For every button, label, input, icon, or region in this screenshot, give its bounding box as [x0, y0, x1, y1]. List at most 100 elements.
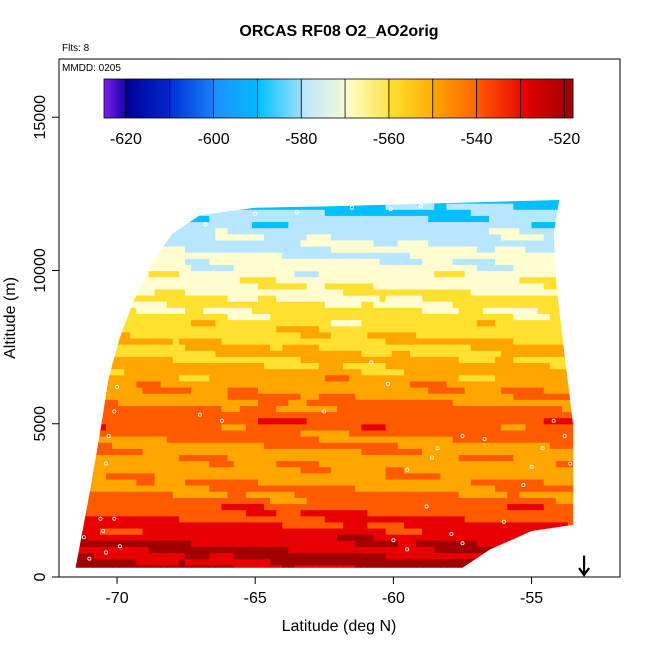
- field-cell: [209, 472, 217, 480]
- field-cell: [434, 203, 441, 210]
- field-cell: [105, 509, 113, 517]
- field-cell: [318, 497, 326, 505]
- field-cell: [276, 301, 283, 308]
- field-cell: [330, 429, 338, 437]
- field-cell: [482, 221, 490, 229]
- field-cell: [555, 466, 563, 474]
- field-cell: [233, 540, 241, 547]
- field-cell: [458, 276, 466, 284]
- field-cell: [306, 270, 314, 278]
- field-cell: [215, 221, 223, 229]
- field-cell: [172, 203, 180, 210]
- field-cell: [197, 546, 204, 554]
- field-cell: [203, 466, 210, 474]
- field-cell: [136, 200, 144, 204]
- field-cell: [288, 399, 296, 406]
- field-cell: [306, 307, 314, 314]
- field-cell: [154, 264, 162, 272]
- field-cell: [397, 521, 405, 529]
- field-cell: [458, 491, 466, 498]
- field-cell: [379, 429, 387, 437]
- field-cell: [489, 552, 496, 560]
- field-cell: [501, 466, 508, 474]
- field-cell: [251, 301, 259, 308]
- field-cell: [118, 276, 125, 284]
- field-cell: [178, 203, 186, 210]
- field-cell: [501, 313, 508, 321]
- field-cell: [257, 491, 265, 498]
- field-cell: [257, 362, 265, 370]
- field-cell: [282, 411, 289, 419]
- field-cell: [142, 258, 150, 265]
- field-cell: [142, 295, 150, 302]
- field-cell: [87, 429, 95, 437]
- field-cell: [87, 270, 95, 278]
- field-cell: [470, 436, 478, 443]
- field-cell: [197, 276, 204, 284]
- field-cell: [422, 227, 429, 235]
- field-cell: [349, 405, 356, 413]
- field-cell: [312, 331, 320, 339]
- field-cell: [409, 203, 417, 210]
- field-cell: [337, 245, 344, 253]
- field-cell: [288, 515, 296, 523]
- field-cell: [555, 509, 563, 517]
- field-cell: [221, 546, 229, 554]
- field-cell: [470, 209, 478, 216]
- field-cell: [154, 485, 162, 492]
- field-cell: [385, 374, 393, 382]
- field-cell: [349, 448, 356, 455]
- field-cell: [337, 319, 344, 327]
- field-cell: [446, 319, 454, 327]
- field-cell: [75, 509, 83, 517]
- field-cell: [416, 258, 423, 265]
- field-cell: [239, 460, 247, 468]
- field-cell: [160, 405, 168, 413]
- field-cell: [458, 552, 466, 560]
- field-cell: [440, 252, 448, 259]
- field-cell: [257, 417, 265, 425]
- field-cell: [209, 368, 217, 376]
- field-cell: [166, 374, 174, 382]
- field-cell: [282, 380, 289, 388]
- field-cell: [136, 405, 144, 413]
- field-cell: [288, 270, 296, 278]
- field-cell: [373, 393, 381, 400]
- field-cell: [233, 319, 241, 327]
- field-cell: [361, 221, 369, 229]
- field-cell: [87, 344, 95, 351]
- field-cell: [209, 239, 217, 247]
- field-cell: [227, 466, 235, 474]
- field-cell: [416, 252, 423, 259]
- field-cell: [166, 429, 174, 437]
- field-cell: [519, 546, 527, 554]
- field-cell: [373, 301, 381, 308]
- field-cell: [440, 509, 448, 517]
- field-cell: [306, 558, 314, 566]
- field-cell: [355, 270, 362, 278]
- field-cell: [519, 423, 527, 431]
- field-cell: [215, 478, 223, 486]
- field-cell: [87, 448, 95, 455]
- field-cell: [385, 252, 393, 259]
- field-cell: [355, 288, 362, 296]
- field-cell: [81, 552, 89, 560]
- field-cell: [105, 454, 113, 462]
- field-cell: [324, 558, 332, 566]
- field-cell: [519, 239, 527, 247]
- field-cell: [555, 245, 563, 253]
- field-cell: [160, 558, 168, 566]
- field-cell: [373, 362, 381, 370]
- field-cell: [349, 215, 356, 223]
- field-cell: [136, 276, 144, 284]
- field-cell: [519, 497, 527, 505]
- field-cell: [537, 497, 545, 505]
- field-cell: [191, 527, 198, 535]
- field-cell: [178, 564, 186, 568]
- field-cell: [489, 270, 496, 278]
- field-cell: [324, 393, 332, 400]
- field-cell: [464, 411, 472, 419]
- field-cell: [330, 515, 338, 523]
- field-cell: [555, 239, 563, 247]
- field-cell: [379, 460, 387, 468]
